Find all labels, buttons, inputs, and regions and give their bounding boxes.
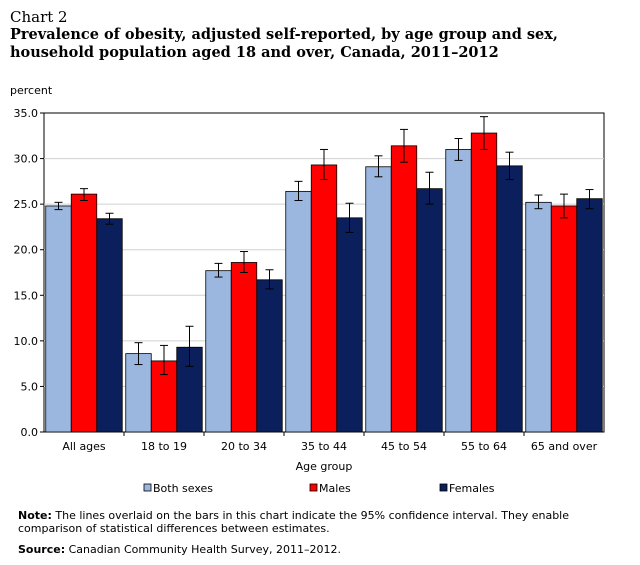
bar bbox=[96, 218, 123, 433]
x-tick-label: 55 to 64 bbox=[461, 440, 507, 453]
bar bbox=[45, 205, 72, 433]
y-tick-label: 0.0 bbox=[21, 426, 39, 439]
bar bbox=[365, 166, 392, 433]
bar bbox=[496, 165, 523, 433]
bar bbox=[310, 164, 338, 433]
x-tick-label: 65 and over bbox=[531, 440, 598, 453]
bar bbox=[390, 145, 418, 433]
y-tick-label: 15.0 bbox=[14, 289, 39, 302]
legend-swatch bbox=[143, 483, 152, 492]
source-text: Canadian Community Health Survey, 2011–2… bbox=[65, 543, 342, 556]
chart-title: Prevalence of obesity, adjusted self-rep… bbox=[10, 26, 558, 61]
bar bbox=[336, 217, 363, 433]
bar bbox=[576, 198, 603, 433]
bar bbox=[416, 188, 443, 433]
note-label: Note: bbox=[18, 509, 52, 522]
y-tick-label: 35.0 bbox=[14, 107, 39, 120]
note-text: The lines overlaid on the bars in this c… bbox=[18, 509, 570, 535]
x-tick-label: All ages bbox=[62, 440, 106, 453]
bar bbox=[445, 149, 472, 433]
bar bbox=[230, 262, 258, 433]
bar bbox=[256, 279, 283, 433]
bar bbox=[285, 190, 312, 433]
legend-label: Both sexes bbox=[153, 482, 213, 495]
legend-label: Females bbox=[449, 482, 495, 495]
bar bbox=[470, 132, 498, 433]
y-tick-label: 20.0 bbox=[14, 244, 39, 257]
y-tick-label: 25.0 bbox=[14, 198, 39, 211]
legend-swatch bbox=[439, 483, 448, 492]
y-tick-label: 5.0 bbox=[21, 380, 39, 393]
legend-swatch bbox=[309, 483, 318, 492]
x-tick-label: 45 to 54 bbox=[381, 440, 427, 453]
x-tick-label: 20 to 34 bbox=[221, 440, 267, 453]
source-label: Source: bbox=[18, 543, 66, 556]
x-axis-title: Age group bbox=[296, 460, 353, 473]
chart-label: Chart 2 bbox=[10, 8, 68, 26]
y-tick-label: 30.0 bbox=[14, 153, 39, 166]
bar-chart: 0.0 5.0 10.0 15.0 20.0 25.0 30.0 35.0 All ages 18… bbox=[14, 107, 605, 495]
x-tick-label: 18 to 19 bbox=[141, 440, 187, 453]
chart-note: Note: The lines overlaid on the bars in … bbox=[18, 509, 618, 535]
x-tick-label: 35 to 44 bbox=[301, 440, 347, 453]
y-axis-label: percent bbox=[10, 84, 53, 97]
bar bbox=[550, 205, 578, 433]
legend-label: Males bbox=[319, 482, 351, 495]
bar bbox=[70, 193, 98, 433]
bar bbox=[125, 353, 152, 433]
y-tick-label: 10.0 bbox=[14, 335, 39, 348]
chart-source: Source: Canadian Community Health Survey… bbox=[18, 543, 341, 556]
bar bbox=[205, 270, 232, 433]
bar bbox=[525, 201, 552, 433]
